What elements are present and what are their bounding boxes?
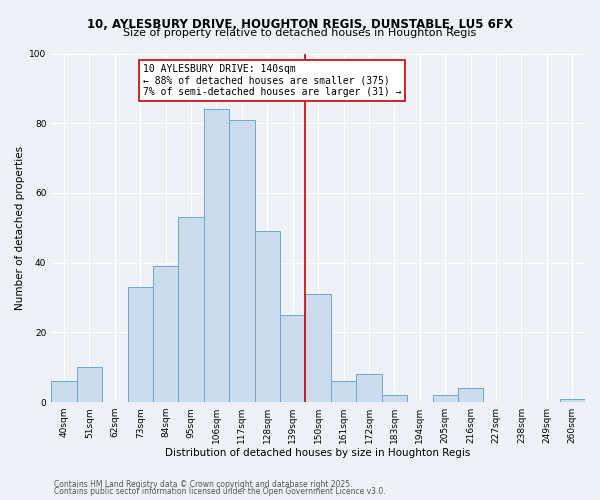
Text: Size of property relative to detached houses in Houghton Regis: Size of property relative to detached ho… <box>124 28 476 38</box>
Bar <box>458 388 484 402</box>
Bar <box>280 315 305 402</box>
Bar <box>356 374 382 402</box>
X-axis label: Distribution of detached houses by size in Houghton Regis: Distribution of detached houses by size … <box>166 448 471 458</box>
Text: 10 AYLESBURY DRIVE: 140sqm
← 88% of detached houses are smaller (375)
7% of semi: 10 AYLESBURY DRIVE: 140sqm ← 88% of deta… <box>143 64 401 97</box>
Bar <box>51 381 77 402</box>
Bar <box>153 266 178 402</box>
Bar <box>229 120 254 402</box>
Bar <box>305 294 331 402</box>
Y-axis label: Number of detached properties: Number of detached properties <box>15 146 25 310</box>
Text: Contains public sector information licensed under the Open Government Licence v3: Contains public sector information licen… <box>54 487 386 496</box>
Bar <box>331 381 356 402</box>
Text: Contains HM Land Registry data © Crown copyright and database right 2025.: Contains HM Land Registry data © Crown c… <box>54 480 353 489</box>
Bar <box>560 398 585 402</box>
Bar <box>77 367 102 402</box>
Bar <box>254 232 280 402</box>
Bar <box>204 110 229 402</box>
Bar <box>433 395 458 402</box>
Bar <box>128 287 153 402</box>
Bar <box>178 218 204 402</box>
Bar <box>382 395 407 402</box>
Text: 10, AYLESBURY DRIVE, HOUGHTON REGIS, DUNSTABLE, LU5 6FX: 10, AYLESBURY DRIVE, HOUGHTON REGIS, DUN… <box>87 18 513 30</box>
